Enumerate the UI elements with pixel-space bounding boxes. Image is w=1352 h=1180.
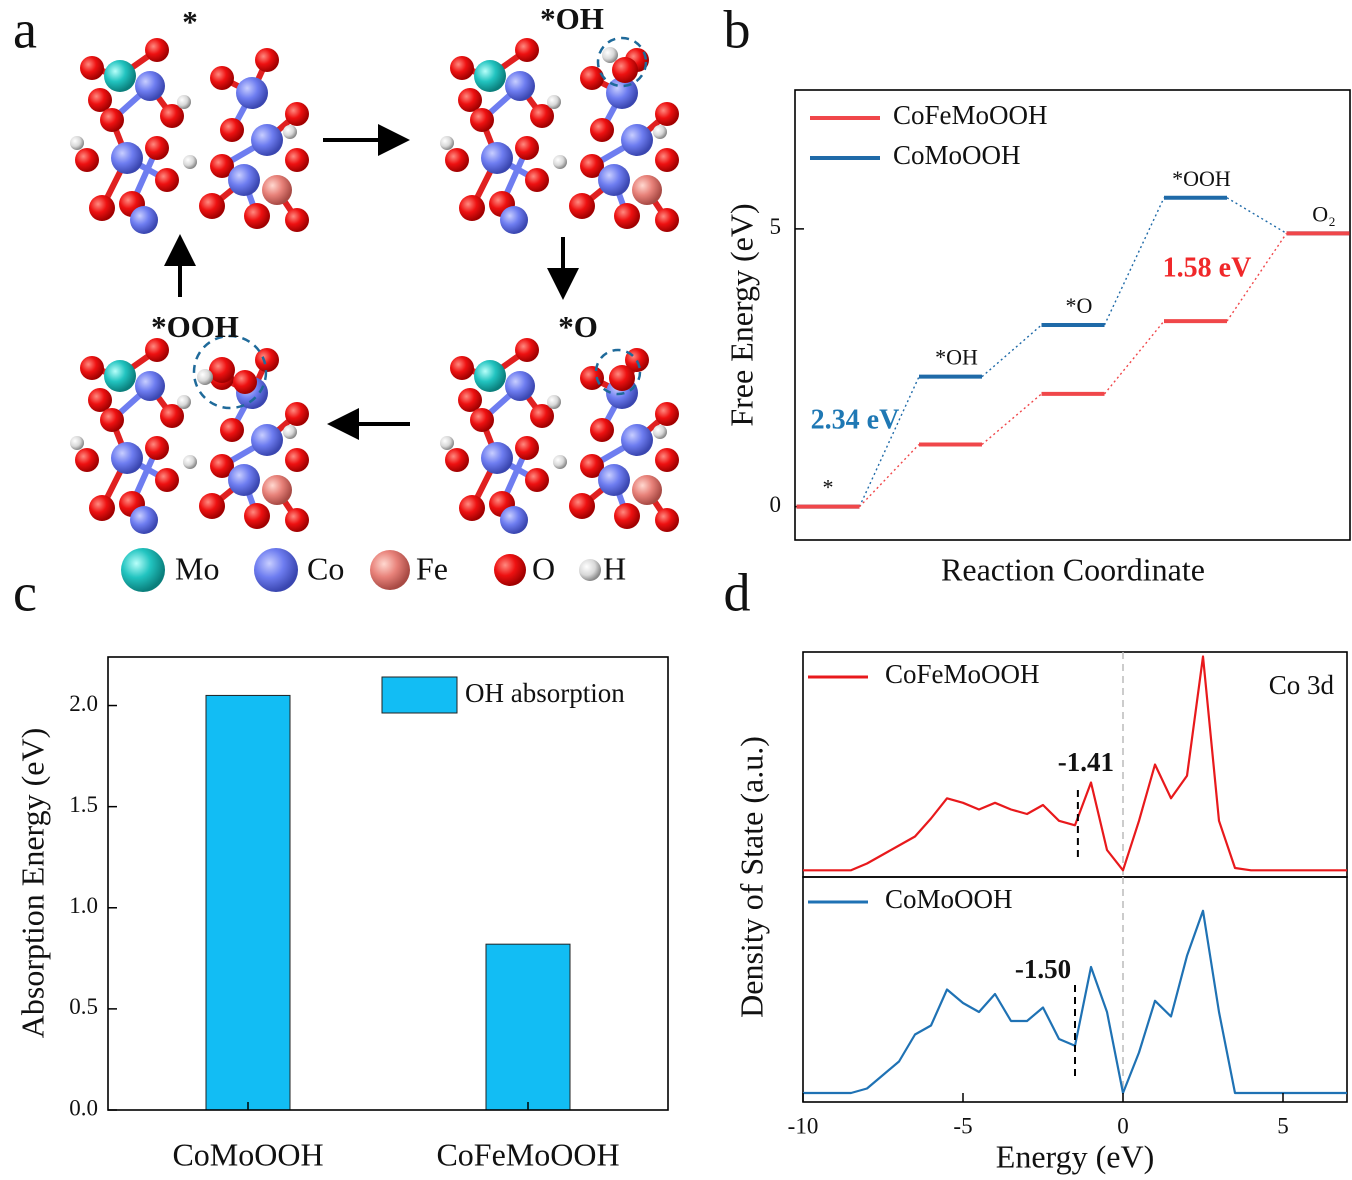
level-connector	[1103, 197, 1165, 326]
y-tick-label: 1.0	[69, 893, 98, 918]
band-center-label: -1.41	[1058, 747, 1114, 777]
atom-label: Mo	[175, 550, 219, 586]
legend-label: CoFeMoOOH	[885, 659, 1040, 689]
state-label: O₂	[1312, 201, 1336, 226]
state-label: *OOH	[1172, 166, 1231, 191]
bar	[205, 694, 291, 1111]
y-tick-label: 0.0	[69, 1095, 98, 1120]
plot-frame	[107, 656, 669, 1111]
structure	[70, 38, 309, 234]
panel-label: c	[13, 562, 37, 622]
panel-note: Co 3d	[1269, 670, 1335, 700]
reaction-scheme: * *OH *O *OOH Mo Co Fe O H	[70, 1, 679, 592]
atom-label: Co	[307, 550, 344, 586]
y-tick-label: 2.0	[69, 691, 98, 716]
state-label: *	[182, 4, 198, 39]
panel-label: d	[724, 562, 751, 622]
site-marker	[192, 334, 268, 410]
x-axis-label: Energy (eV)	[996, 1138, 1154, 1174]
site-marker	[596, 36, 648, 88]
level-connector	[981, 324, 1042, 378]
y-axis-label: Free Energy (eV)	[723, 203, 759, 426]
atom-key	[579, 559, 601, 581]
annotation: 2.34 eV	[811, 404, 900, 435]
level-connector	[858, 376, 920, 507]
state-label: *OOH	[151, 309, 239, 344]
atom-label: O	[532, 550, 555, 586]
level-connector	[981, 393, 1042, 445]
level-connector	[1103, 320, 1165, 395]
state-label: *O	[1066, 293, 1093, 318]
state-label: *OH	[935, 345, 978, 370]
legend-swatch	[381, 676, 458, 714]
site-marker	[594, 348, 642, 396]
atom-label: Fe	[416, 550, 448, 586]
legend-label: CoFeMoOOH	[893, 100, 1048, 130]
level-connector	[858, 443, 920, 508]
y-tick-label: 0.5	[69, 994, 98, 1019]
x-tick-label: 0	[1117, 1113, 1129, 1138]
y-tick-label: 5	[770, 214, 782, 239]
plot-frame	[802, 876, 1348, 1103]
panel-label: a	[13, 0, 37, 59]
x-tick-label: 5	[1277, 1113, 1289, 1138]
atom-key	[494, 554, 526, 586]
annotation: 1.58 eV	[1163, 252, 1252, 283]
structure	[70, 338, 309, 534]
atom-key	[370, 550, 410, 590]
legend-label: OH absorption	[465, 678, 625, 708]
atom-label: H	[603, 550, 626, 586]
x-tick-label: CoMoOOH	[172, 1136, 323, 1172]
state-label: *OH	[540, 1, 604, 36]
x-axis-label: Reaction Coordinate	[941, 551, 1205, 587]
atom-key	[121, 548, 165, 592]
structure	[440, 38, 679, 234]
panel-label: b	[724, 0, 751, 59]
y-axis-label: Absorption Energy (eV)	[14, 728, 50, 1038]
plot-frame	[794, 89, 1351, 541]
y-tick-label: 1.5	[69, 792, 98, 817]
legend-label: CoMoOOH	[893, 140, 1021, 170]
state-label: *O	[558, 309, 598, 344]
level-connector	[1226, 197, 1287, 234]
state-label: *	[823, 475, 834, 500]
x-tick-label: -5	[953, 1113, 972, 1138]
structure	[440, 338, 679, 534]
dos-curve	[803, 655, 1347, 872]
atom-key	[254, 548, 298, 592]
bar	[485, 943, 571, 1111]
y-tick-label: 0	[770, 492, 782, 517]
x-tick-label: -10	[788, 1113, 819, 1138]
band-center-label: -1.50	[1015, 954, 1071, 984]
x-tick-label: CoFeMoOOH	[436, 1136, 619, 1172]
legend-label: CoMoOOH	[885, 884, 1013, 914]
y-axis-label: Density of State (a.u.)	[733, 736, 769, 1018]
